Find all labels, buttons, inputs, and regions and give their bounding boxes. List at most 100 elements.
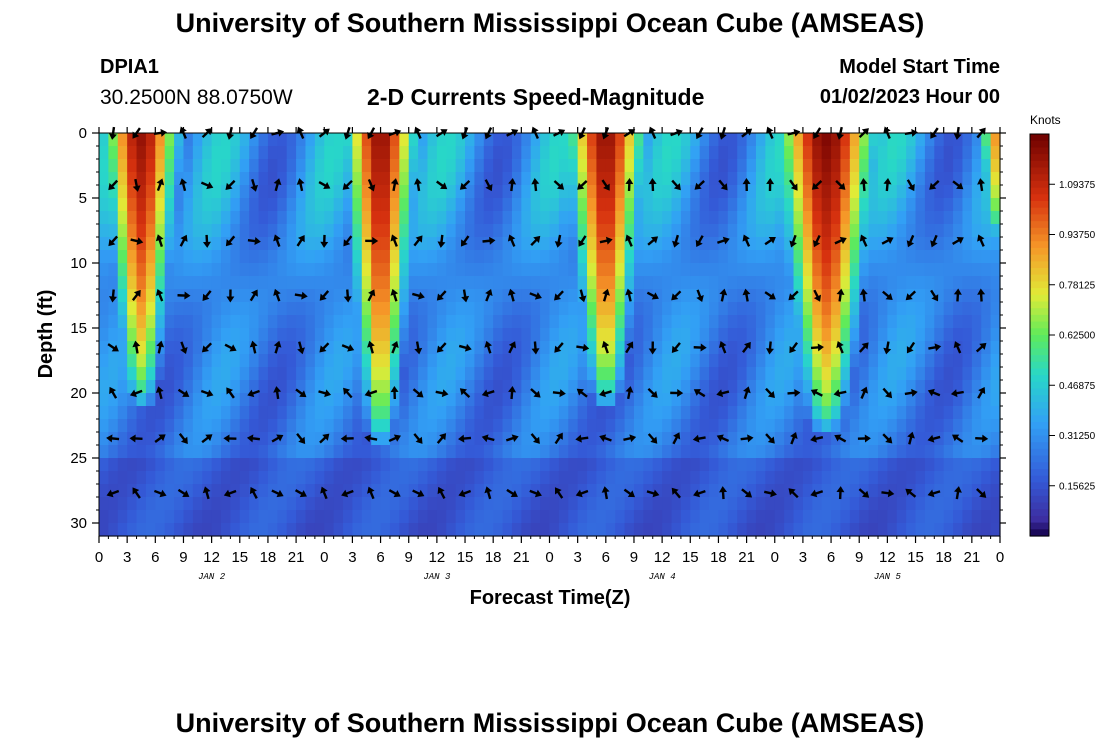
heatmap-cell	[286, 445, 297, 459]
heatmap-cell	[145, 458, 156, 472]
heatmap-cell	[934, 224, 945, 238]
heatmap-cell	[727, 159, 738, 173]
heatmap-cell	[324, 315, 335, 329]
heatmap-cell	[145, 263, 156, 277]
heatmap-cell	[239, 497, 250, 511]
heatmap-cell	[577, 445, 588, 459]
heatmap-cell	[249, 367, 260, 381]
heatmap-cell	[915, 380, 926, 394]
heatmap-cell	[389, 328, 400, 342]
heatmap-cell	[371, 172, 382, 186]
heatmap-cell	[239, 133, 250, 147]
current-arrow	[765, 433, 775, 444]
heatmap-cell	[183, 250, 194, 264]
heatmap-cell	[680, 211, 691, 225]
heatmap-cell	[577, 354, 588, 368]
heatmap-cell	[624, 159, 635, 173]
heatmap-cell	[765, 315, 776, 329]
heatmap-cell	[521, 380, 532, 394]
heatmap-cell	[831, 211, 842, 225]
heatmap-cell	[202, 458, 213, 472]
colorbar-swatch	[1030, 288, 1049, 296]
heatmap-cell	[380, 302, 391, 316]
heatmap-cell	[296, 484, 307, 498]
heatmap-cell	[192, 484, 203, 498]
heatmap-cell	[202, 510, 213, 524]
heatmap-cell	[511, 224, 522, 238]
heatmap-cell	[230, 159, 241, 173]
heatmap-cell	[305, 172, 316, 186]
heatmap-cell	[192, 328, 203, 342]
heatmap-cell	[924, 146, 935, 160]
heatmap-cell	[314, 159, 325, 173]
heatmap-cell	[408, 146, 419, 160]
heatmap-cell	[934, 185, 945, 199]
heatmap-cell	[755, 276, 766, 290]
heatmap-cell	[765, 354, 776, 368]
heatmap-cell	[793, 523, 804, 537]
heatmap-cell	[877, 406, 888, 420]
heatmap-cell	[455, 471, 466, 485]
heatmap-cell	[934, 159, 945, 173]
heatmap-cell	[662, 263, 673, 277]
heatmap-cell	[361, 484, 372, 498]
heatmap-cell	[305, 471, 316, 485]
current-arrow	[482, 236, 496, 245]
heatmap-cell	[577, 263, 588, 277]
heatmap-cell	[906, 510, 917, 524]
heatmap-cell	[296, 445, 307, 459]
heatmap-cell	[953, 367, 964, 381]
heatmap-cell	[727, 458, 738, 472]
current-arrow	[599, 389, 612, 398]
colorbar-swatch	[1030, 489, 1049, 497]
heatmap-cell	[521, 133, 532, 147]
heatmap-cell	[849, 276, 860, 290]
heatmap-cell	[361, 419, 372, 433]
heatmap-cell	[389, 484, 400, 498]
heatmap-cell	[849, 302, 860, 316]
heatmap-cell	[174, 172, 185, 186]
current-arrow	[271, 434, 284, 443]
heatmap-cell	[680, 198, 691, 212]
heatmap-cell	[727, 406, 738, 420]
current-arrow	[364, 389, 378, 398]
heatmap-cell	[324, 471, 335, 485]
heatmap-cell	[267, 497, 278, 511]
heatmap-cell	[380, 237, 391, 251]
current-arrow	[719, 340, 727, 354]
heatmap-cell	[371, 289, 382, 303]
heatmap-cell	[671, 198, 682, 212]
heatmap-cell	[680, 146, 691, 160]
heatmap-cell	[934, 276, 945, 290]
heatmap-cell	[915, 237, 926, 251]
x-tick-label: 15	[907, 549, 924, 566]
heatmap-cell	[915, 133, 926, 147]
heatmap-cell	[587, 315, 598, 329]
heatmap-cell	[511, 237, 522, 251]
current-arrow	[341, 489, 354, 498]
heatmap-cell	[662, 471, 673, 485]
heatmap-cell	[718, 419, 729, 433]
heatmap-cell	[718, 523, 729, 537]
heatmap-cell	[305, 224, 316, 238]
heatmap-cell	[286, 172, 297, 186]
heatmap-cell	[305, 315, 316, 329]
current-arrow	[975, 434, 989, 443]
heatmap-cell	[230, 302, 241, 316]
heatmap-cell	[192, 471, 203, 485]
heatmap-cell	[812, 263, 823, 277]
heatmap-cell	[662, 146, 673, 160]
heatmap-cell	[671, 276, 682, 290]
heatmap-cell	[540, 289, 551, 303]
heatmap-cell	[502, 419, 513, 433]
heatmap-cell	[136, 354, 147, 368]
heatmap-cell	[577, 523, 588, 537]
heatmap-cell	[296, 159, 307, 173]
colorbar-swatch	[1030, 201, 1049, 209]
heatmap-cell	[540, 380, 551, 394]
heatmap-cell	[784, 263, 795, 277]
current-arrow	[576, 343, 590, 352]
heatmap-cell	[906, 328, 917, 342]
heatmap-cell	[812, 276, 823, 290]
heatmap-cell	[840, 237, 851, 251]
